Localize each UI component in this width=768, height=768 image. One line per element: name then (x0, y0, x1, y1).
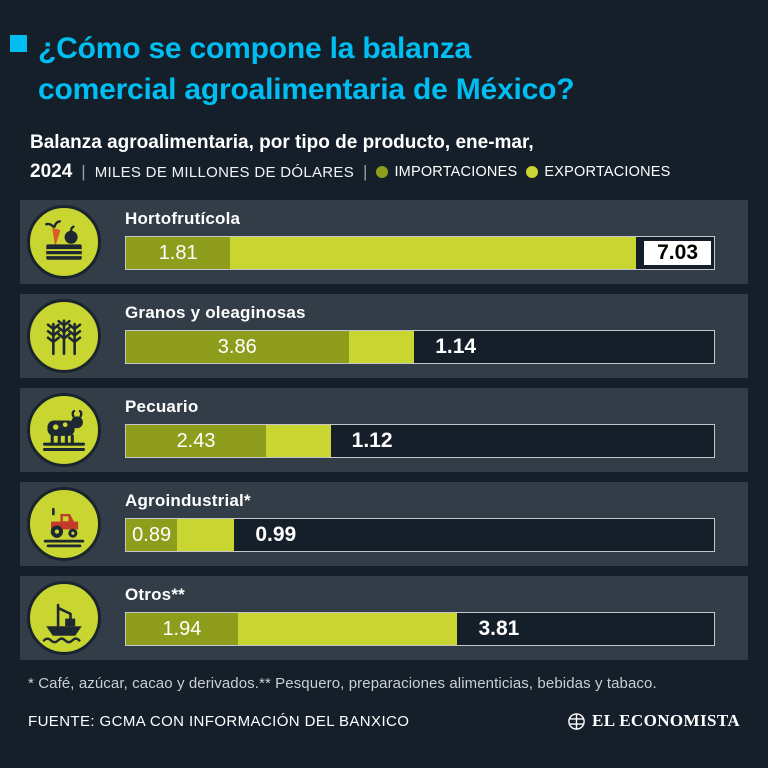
bar-track: 2.43 1.12 (125, 424, 715, 458)
brand-logo: EL ECONOMISTA (567, 711, 740, 731)
category-label: Granos y oleaginosas (125, 303, 306, 322)
title-line-1: ¿Cómo se compone la balanza (38, 32, 472, 65)
bar-track: 3.86 1.14 (125, 330, 715, 364)
imports-value: 2.43 (176, 429, 216, 452)
wheat-icon (27, 299, 101, 373)
imports-dot-icon (376, 166, 389, 178)
category-row-hortofruticola: Hortofrutícola 1.81 7.03 (20, 200, 748, 284)
subtitle-year: 2024 (30, 161, 73, 182)
exports-bar-segment (177, 519, 235, 551)
legend-imports: IMPORTACIONES (376, 164, 517, 180)
exports-bar-segment (230, 237, 636, 269)
separator: | (363, 162, 368, 181)
exports-bar-segment (266, 425, 331, 457)
footnote: * Café, azúcar, cacao y derivados.** Pes… (28, 675, 657, 692)
units-label: MILES DE MILLONES DE DÓLARES (94, 163, 355, 181)
tractor-field-icon (27, 487, 101, 561)
imports-bar-segment: 0.89 (126, 519, 178, 551)
category-row-pecuario: Pecuario 2.43 1.12 (20, 388, 748, 472)
imports-value: 0.89 (132, 523, 172, 546)
bar-chart: Hortofrutícola 1.81 7.03 (0, 200, 768, 660)
page-title: ¿Cómo se compone la balanza comercial agr… (38, 28, 575, 110)
category-label: Agroindustrial* (125, 491, 251, 510)
vegetables-crate-icon (27, 205, 101, 279)
exports-bar-segment (348, 331, 415, 363)
category-row-otros: Otros** 1.94 3.81 (20, 576, 748, 660)
legend-exports-label: EXPORTACIONES (544, 164, 671, 180)
category-label: Pecuario (125, 397, 199, 416)
imports-value: 1.94 (162, 617, 202, 640)
exports-dot-icon (526, 166, 539, 178)
exports-value: 1.12 (351, 429, 393, 452)
legend-imports-label: IMPORTACIONES (394, 164, 518, 180)
cattle-icon (27, 393, 101, 467)
exports-value: 1.14 (435, 335, 477, 358)
source-row: FUENTE: GCMA CON INFORMACIÓN DEL BANXICO… (28, 711, 740, 731)
bar-track: 1.94 3.81 (125, 612, 715, 646)
globe-icon (568, 712, 585, 730)
legend-exports: EXPORTACIONES (526, 164, 670, 180)
imports-bar-segment: 2.43 (126, 425, 267, 457)
subtitle-line-1: Balanza agroalimentaria, por tipo de pro… (30, 132, 534, 153)
imports-value: 1.81 (158, 241, 198, 264)
chart-subtitle: Balanza agroalimentaria, por tipo de pro… (30, 132, 748, 183)
category-label: Otros** (125, 585, 185, 604)
exports-value: 0.99 (255, 523, 297, 546)
imports-bar-segment: 3.86 (126, 331, 349, 363)
title-line-2: comercial agroalimentaria de México? (38, 73, 575, 106)
imports-bar-segment: 1.81 (126, 237, 231, 269)
bar-track: 0.89 0.99 (125, 518, 715, 552)
header: ¿Cómo se compone la balanza comercial agr… (0, 0, 768, 110)
category-label: Hortofrutícola (125, 209, 241, 228)
imports-bar-segment: 1.94 (126, 613, 238, 645)
source-text: FUENTE: GCMA CON INFORMACIÓN DEL BANXICO (28, 712, 410, 730)
brand-name: EL ECONOMISTA (592, 711, 740, 730)
fishing-boat-icon (27, 581, 101, 655)
exports-value: 7.03 (644, 241, 711, 265)
exports-value: 3.81 (478, 617, 520, 640)
imports-value: 3.86 (217, 335, 257, 358)
exports-bar-segment (237, 613, 458, 645)
accent-square (10, 35, 27, 52)
category-row-granos: Granos y oleaginosas 3.86 1.14 (20, 294, 748, 378)
subtitle-line-2: 2024 | MILES DE MILLONES DE DÓLARES | IM… (30, 161, 748, 183)
separator: | (81, 162, 86, 181)
bar-track: 1.81 7.03 (125, 236, 715, 270)
category-row-agroindustrial: Agroindustrial* 0.89 0.99 (20, 482, 748, 566)
